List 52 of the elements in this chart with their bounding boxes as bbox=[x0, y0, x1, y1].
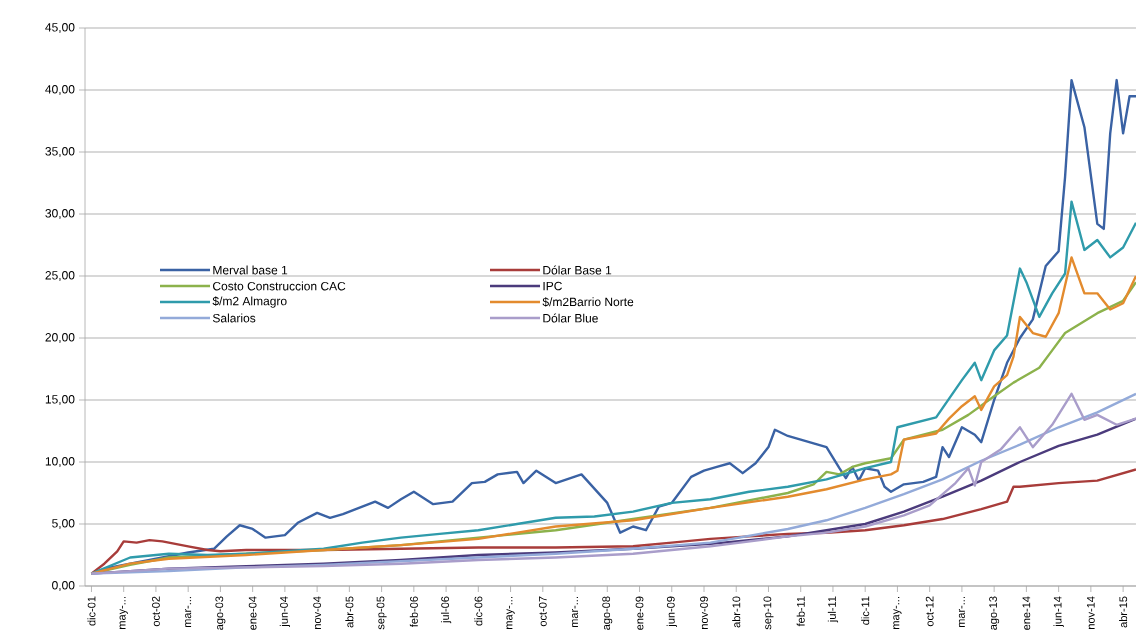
y-tick-label: 35,00 bbox=[45, 147, 75, 157]
legend-label: Dólar Blue bbox=[543, 313, 598, 323]
x-tick-label: mar-... bbox=[185, 597, 192, 628]
x-tick-label: dic-01 bbox=[87, 596, 96, 626]
x-tick-label: dic-11 bbox=[861, 596, 870, 625]
x-tick-label: may-... bbox=[893, 597, 902, 629]
x-tick-label: feb-11 bbox=[796, 596, 805, 627]
x-tick-label: ene-04 bbox=[248, 596, 257, 630]
x-tick-label: nov-09 bbox=[700, 596, 708, 629]
line-series bbox=[90, 468, 1136, 575]
x-tick-label: nov-14 bbox=[1087, 596, 1095, 629]
x-tick-label: oct-07 bbox=[538, 596, 547, 627]
x-tick-label: may-... bbox=[506, 597, 515, 629]
x-tick-label: ago-03 bbox=[215, 596, 226, 630]
x-tick-label: ago-13 bbox=[989, 596, 1000, 630]
legend-label: Costo Construccion CAC bbox=[213, 281, 346, 291]
x-tick-label: abr-10 bbox=[732, 596, 741, 628]
y-tick-label: 45,00 bbox=[45, 23, 75, 33]
y-tick-label: 5,00 bbox=[52, 519, 75, 529]
x-tick-label: abr-15 bbox=[1119, 596, 1128, 628]
x-tick-label: mar-... bbox=[572, 597, 579, 628]
y-tick-label: 0,00 bbox=[52, 581, 75, 591]
y-tick-label: 25,00 bbox=[45, 271, 75, 281]
y-tick-label: 30,00 bbox=[45, 209, 75, 219]
x-tick-label: nov-04 bbox=[313, 596, 322, 629]
legend-label: IPC bbox=[543, 281, 562, 291]
x-tick-label: abr-05 bbox=[345, 596, 354, 628]
y-tick-label: 20,00 bbox=[45, 333, 75, 343]
x-tick-label: may-... bbox=[119, 597, 128, 629]
legend-label: Merval base 1 bbox=[213, 265, 288, 275]
y-tick-label: 15,00 bbox=[45, 395, 75, 405]
y-tick-label: 10,00 bbox=[45, 457, 75, 467]
x-tick-label: sep-05 bbox=[376, 596, 387, 630]
y-tick-label: 40,00 bbox=[45, 85, 75, 95]
legend-label: Salarios bbox=[212, 313, 256, 323]
x-tick-label: jun-04 bbox=[279, 596, 291, 627]
x-tick-label: sep-10 bbox=[763, 596, 774, 630]
x-tick-label: ene-14 bbox=[1022, 596, 1031, 630]
x-tick-label: oct-02 bbox=[152, 596, 160, 627]
x-tick-label: jul-06 bbox=[440, 596, 452, 624]
x-tick-label: ene-09 bbox=[635, 596, 644, 630]
legend-label: $/m2Barrio Norte bbox=[542, 297, 634, 307]
x-tick-label: jun-09 bbox=[666, 596, 677, 627]
x-tick-label: dic-06 bbox=[474, 596, 483, 626]
legend-label: $/m2 Almagro bbox=[212, 296, 287, 308]
x-tick-label: oct-12 bbox=[925, 596, 934, 627]
x-tick-label: jul-11 bbox=[827, 596, 839, 623]
x-tick-label: jun-14 bbox=[1053, 596, 1064, 627]
x-tick-label: ago-08 bbox=[602, 596, 613, 630]
legend-label: Dólar Base 1 bbox=[543, 265, 612, 275]
x-tick-label: feb-06 bbox=[409, 596, 418, 628]
x-tick-label: mar-... bbox=[958, 597, 965, 628]
